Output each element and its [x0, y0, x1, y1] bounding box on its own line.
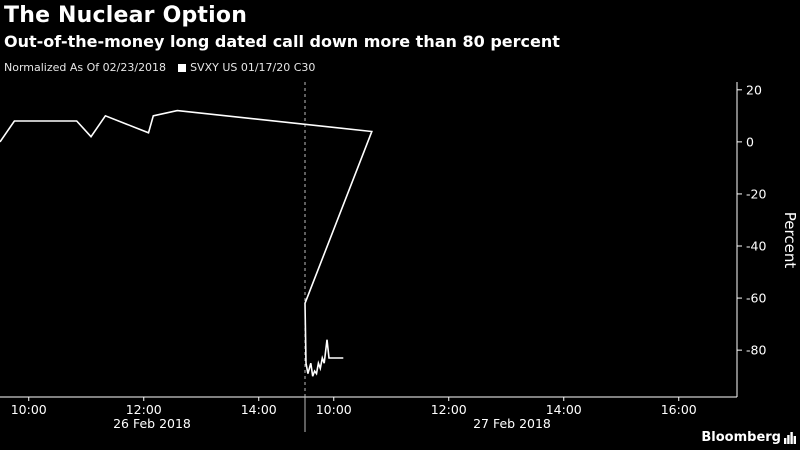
- y-tick-label: -60: [746, 291, 766, 306]
- y-axis-label: Percent: [781, 212, 799, 269]
- x-tick-label: 16:00: [661, 402, 697, 417]
- chart-title: The Nuclear Option: [4, 3, 248, 28]
- chart-subtitle: Out-of-the-money long dated call down mo…: [4, 32, 560, 51]
- x-tick-label: 10:00: [316, 402, 352, 417]
- y-tick-label: -20: [746, 186, 766, 201]
- normalized-note: Normalized As Of 02/23/2018: [4, 61, 167, 74]
- y-tick-label: -80: [746, 343, 766, 358]
- x-tick-label: 12:00: [431, 402, 467, 417]
- y-tick-label: 20: [746, 82, 762, 97]
- legend-swatch: [178, 63, 187, 72]
- brand-logo: Bloomberg: [701, 430, 796, 445]
- x-day-label: 26 Feb 2018: [113, 416, 191, 431]
- brand-name: Bloomberg: [701, 430, 781, 445]
- x-tick-label: 12:00: [126, 402, 162, 417]
- y-tick-label: 0: [746, 134, 754, 149]
- series-line: [0, 109, 373, 377]
- chart-legend: Normalized As Of 02/23/2018 SVXY US 01/1…: [4, 61, 315, 74]
- x-tick-label: 14:00: [241, 402, 277, 417]
- x-day-label: 27 Feb 2018: [473, 416, 551, 431]
- x-tick-label: 10:00: [11, 402, 47, 417]
- bloomberg-terminal-icon: [784, 431, 796, 444]
- legend-series-label: SVXY US 01/17/20 C30: [190, 61, 316, 74]
- y-tick-label: -40: [746, 239, 766, 254]
- x-tick-label: 14:00: [546, 402, 582, 417]
